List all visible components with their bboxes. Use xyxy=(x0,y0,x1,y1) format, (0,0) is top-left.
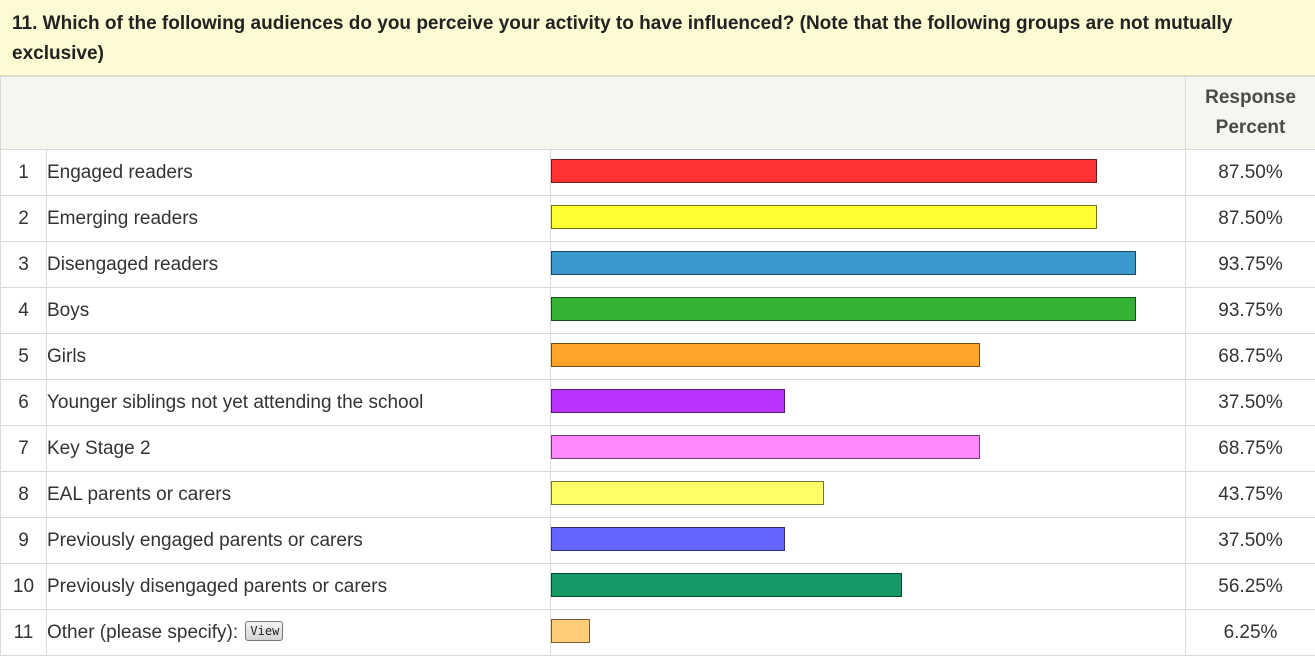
row-index: 3 xyxy=(1,242,47,288)
view-other-responses-button[interactable]: View xyxy=(245,621,283,641)
bar-track xyxy=(551,472,1185,517)
bar-track xyxy=(551,610,1185,655)
row-label-cell: Engaged readers xyxy=(47,150,551,196)
header-spacer xyxy=(1,77,1186,150)
bar-track xyxy=(551,518,1185,563)
bar-mark xyxy=(551,527,785,551)
bar-mark xyxy=(551,619,590,643)
bar-mark xyxy=(551,159,1097,183)
question-text: Which of the following audiences do you … xyxy=(12,13,1232,64)
row-label-cell: Boys xyxy=(47,288,551,334)
response-percent-value: 93.75% xyxy=(1186,242,1315,288)
response-percent-value: 68.75% xyxy=(1186,426,1315,472)
response-percent-header: Response Percent xyxy=(1186,77,1315,150)
category-label: Previously disengaged parents or carers xyxy=(47,576,387,597)
bar-cell xyxy=(551,334,1186,380)
row-label-cell: Disengaged readers xyxy=(47,242,551,288)
bar-cell xyxy=(551,288,1186,334)
bar-track xyxy=(551,334,1185,379)
category-label: Girls xyxy=(47,346,86,367)
bar-track xyxy=(551,564,1185,609)
bar-cell xyxy=(551,242,1186,288)
row-label-cell: Emerging readers xyxy=(47,196,551,242)
bar-cell xyxy=(551,426,1186,472)
row-index: 8 xyxy=(1,472,47,518)
bar-mark xyxy=(551,389,785,413)
table-header-row: Response Percent xyxy=(1,77,1315,150)
bar-mark xyxy=(551,343,980,367)
category-label: Younger siblings not yet attending the s… xyxy=(47,392,423,413)
bar-mark xyxy=(551,251,1136,275)
category-label: Emerging readers xyxy=(47,208,198,229)
bar-cell xyxy=(551,518,1186,564)
row-index: 4 xyxy=(1,288,47,334)
row-index: 10 xyxy=(1,564,47,610)
row-index: 2 xyxy=(1,196,47,242)
response-percent-value: 37.50% xyxy=(1186,380,1315,426)
row-label-cell: Other (please specify): View xyxy=(47,610,551,656)
row-label-cell: Previously engaged parents or carers xyxy=(47,518,551,564)
bar-mark xyxy=(551,481,824,505)
category-label: EAL parents or carers xyxy=(47,484,231,505)
bar-track xyxy=(551,196,1185,241)
response-percent-value: 43.75% xyxy=(1186,472,1315,518)
row-label-cell: Younger siblings not yet attending the s… xyxy=(47,380,551,426)
row-index: 11 xyxy=(1,610,47,656)
bar-track xyxy=(551,288,1185,333)
bar-cell xyxy=(551,472,1186,518)
question-number: 11. xyxy=(12,13,37,34)
row-label-cell: Girls xyxy=(47,334,551,380)
row-index: 9 xyxy=(1,518,47,564)
response-percent-value: 37.50% xyxy=(1186,518,1315,564)
bar-cell xyxy=(551,150,1186,196)
bar-mark xyxy=(551,435,980,459)
row-index: 7 xyxy=(1,426,47,472)
category-label: Other (please specify): xyxy=(47,622,238,643)
bar-cell xyxy=(551,564,1186,610)
response-percent-value: 93.75% xyxy=(1186,288,1315,334)
response-percent-value: 87.50% xyxy=(1186,150,1315,196)
category-label: Disengaged readers xyxy=(47,254,218,275)
row-index: 5 xyxy=(1,334,47,380)
bar-track xyxy=(551,150,1185,195)
row-index: 6 xyxy=(1,380,47,426)
category-label: Previously engaged parents or carers xyxy=(47,530,363,551)
response-percent-value: 87.50% xyxy=(1186,196,1315,242)
category-label: Boys xyxy=(47,300,89,321)
response-percent-value: 68.75% xyxy=(1186,334,1315,380)
bar-mark xyxy=(551,573,902,597)
category-label: Key Stage 2 xyxy=(47,438,151,459)
bar-track xyxy=(551,242,1185,287)
row-label-cell: Previously disengaged parents or carers xyxy=(47,564,551,610)
bar-track xyxy=(551,426,1185,471)
bar-cell xyxy=(551,610,1186,656)
question-header: 11. Which of the following audiences do … xyxy=(0,0,1315,76)
row-label-cell: Key Stage 2 xyxy=(47,426,551,472)
row-label-cell: EAL parents or carers xyxy=(47,472,551,518)
bar-cell xyxy=(551,380,1186,426)
response-percent-value: 6.25% xyxy=(1186,610,1315,656)
response-percent-value: 56.25% xyxy=(1186,564,1315,610)
bar-mark xyxy=(551,205,1097,229)
bar-mark xyxy=(551,297,1136,321)
category-label: Engaged readers xyxy=(47,162,193,183)
bar-cell xyxy=(551,196,1186,242)
row-index: 1 xyxy=(1,150,47,196)
bar-track xyxy=(551,380,1185,425)
